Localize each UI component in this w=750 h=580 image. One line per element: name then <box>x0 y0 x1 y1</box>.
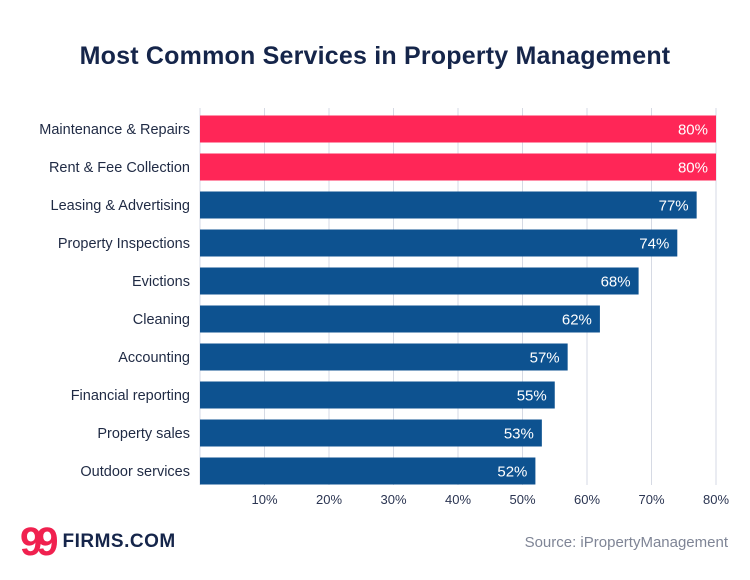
x-tick-label: 40% <box>445 492 471 507</box>
category-label: Property sales <box>97 426 190 442</box>
logo: 99 FIRMS.COM <box>20 522 176 562</box>
bar-value-label: 77% <box>659 198 689 215</box>
bar-value-label: 52% <box>497 464 527 481</box>
bar <box>200 305 600 333</box>
x-tick-label: 80% <box>703 492 729 507</box>
x-tick-label: 10% <box>251 492 277 507</box>
category-label: Accounting <box>118 350 190 366</box>
category-label: Leasing & Advertising <box>51 198 190 214</box>
bar-value-label: 62% <box>562 312 592 329</box>
bar-value-label: 74% <box>639 236 669 253</box>
x-tick-label: 70% <box>638 492 664 507</box>
bar <box>200 381 555 409</box>
bar <box>200 229 678 257</box>
logo-mark: 99 <box>20 520 58 564</box>
x-tick-label: 20% <box>316 492 342 507</box>
bar-value-label: 55% <box>517 388 547 405</box>
category-label: Cleaning <box>133 312 190 328</box>
category-label: Maintenance & Repairs <box>39 122 190 138</box>
x-tick-label: 60% <box>574 492 600 507</box>
bar <box>200 153 716 181</box>
bar <box>200 419 542 447</box>
chart-title: Most Common Services in Property Managem… <box>79 42 671 70</box>
bar-value-label: 53% <box>504 426 534 443</box>
bar <box>200 191 697 219</box>
category-label: Evictions <box>132 274 190 290</box>
source-note: Source: iPropertyManagement <box>524 534 728 551</box>
category-label: Outdoor services <box>80 464 190 480</box>
bar-value-label: 80% <box>678 122 708 139</box>
bar-value-label: 57% <box>530 350 560 367</box>
bar <box>200 457 536 485</box>
category-label: Property Inspections <box>58 236 190 252</box>
bar <box>200 343 568 371</box>
x-tick-label: 50% <box>509 492 535 507</box>
x-tick-label: 30% <box>380 492 406 507</box>
bar <box>200 267 639 295</box>
category-label: Financial reporting <box>71 388 190 404</box>
bar-value-label: 80% <box>678 160 708 177</box>
logo-text: FIRMS.COM <box>62 531 176 552</box>
bar <box>200 115 716 143</box>
bar-chart: 10% 20% 30% 40% 50% 60% 70% 80% Maintenance & Re… <box>39 108 729 507</box>
category-label: Rent & Fee Collection <box>49 160 190 176</box>
bar-value-label: 68% <box>601 274 631 291</box>
